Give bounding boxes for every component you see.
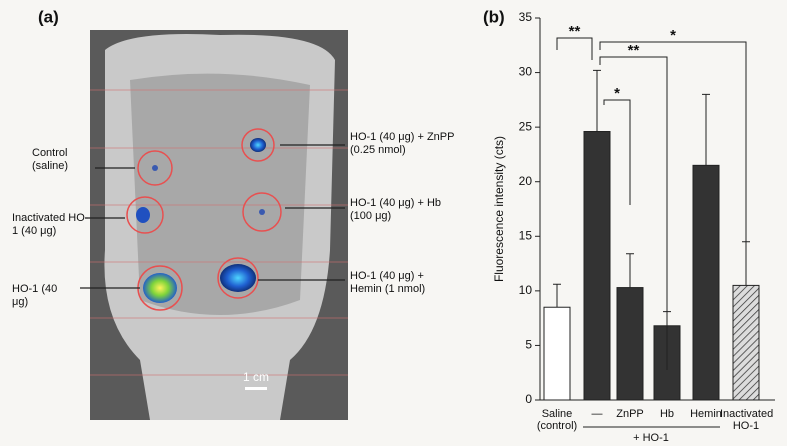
y-tick-label: 15 (519, 228, 533, 242)
annotation: HO-1 (40 μg) + Hemin (1 nmol) (350, 270, 450, 296)
y-tick-label: 0 (525, 392, 532, 406)
bar (544, 307, 570, 400)
annotation: HO-1 (40 μg) + ZnPP (0.25 nmol) (350, 131, 460, 157)
scale-bar-label: 1 cm (243, 370, 269, 384)
significance-label: ** (569, 23, 581, 40)
y-tick-label: 10 (519, 283, 533, 297)
annotation: Control (saline) (32, 147, 102, 173)
bar (584, 132, 610, 400)
significance-label: * (614, 85, 620, 102)
y-axis-label: Fluorescence intensity (cts) (492, 136, 506, 282)
y-tick-label: 5 (525, 338, 532, 352)
bar (733, 285, 759, 400)
figure: (a) 1 cm (b) Fluorescence intensity (cts… (0, 0, 787, 446)
mouse-image (80, 30, 348, 420)
y-tick-label: 25 (519, 119, 533, 133)
significance-label: * (670, 27, 676, 44)
y-tick-label: 35 (519, 10, 533, 24)
group-label: + HO-1 (633, 432, 669, 444)
significance-bracket (600, 42, 746, 280)
error-bar (626, 254, 634, 288)
annotation: Inactivated HO-1 (40 μg) (12, 212, 92, 238)
annotation: HO-1 (40 μg) + Hb (100 μg) (350, 197, 450, 223)
y-tick-label: 20 (519, 174, 533, 188)
significance-bracket (557, 38, 592, 60)
error-bar (593, 70, 601, 131)
error-bar (553, 284, 561, 307)
y-tick-label: 30 (519, 65, 533, 79)
bar (617, 288, 643, 400)
page: {"panel_a": {"label": "(a)", "annotation… (0, 0, 787, 446)
x-tick-label: Inactivated HO-1 (720, 408, 772, 432)
annotation: HO-1 (40 μg) (12, 283, 74, 309)
panel-label: (b) (483, 7, 505, 26)
panel-label: (a) (38, 7, 59, 26)
bar (693, 165, 719, 400)
error-bar (702, 94, 710, 165)
significance-label: ** (628, 42, 640, 59)
